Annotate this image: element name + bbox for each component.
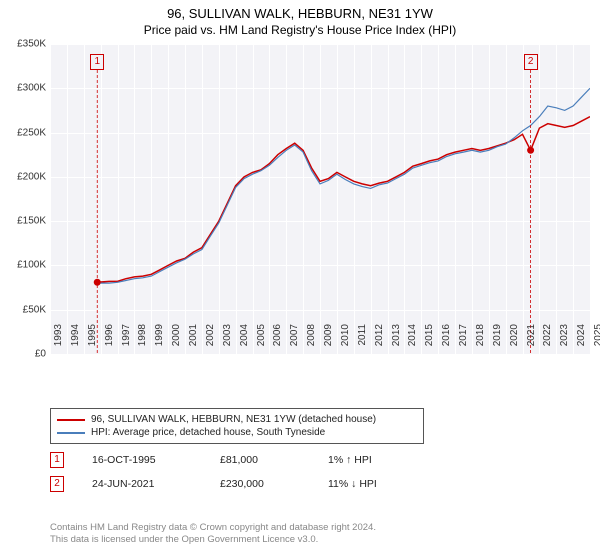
licence-text: Contains HM Land Registry data © Crown c… bbox=[50, 522, 376, 547]
y-axis-label: £350K bbox=[2, 39, 46, 50]
y-axis-label: £100K bbox=[2, 260, 46, 271]
marker-dot bbox=[527, 147, 534, 154]
marker-box: 2 bbox=[524, 54, 538, 70]
legend-area: 96, SULLIVAN WALK, HEBBURN, NE31 1YW (de… bbox=[50, 408, 590, 492]
x-axis-label: 2015 bbox=[424, 324, 435, 358]
x-axis-label: 2010 bbox=[340, 324, 351, 358]
x-axis-label: 2014 bbox=[407, 324, 418, 358]
x-axis-label: 2020 bbox=[509, 324, 520, 358]
x-axis-label: 2011 bbox=[357, 324, 368, 358]
sale-date: 16-OCT-1995 bbox=[92, 454, 192, 466]
series-line-hpi bbox=[97, 88, 590, 283]
y-axis-label: £0 bbox=[2, 349, 46, 360]
x-axis-label: 1996 bbox=[104, 324, 115, 358]
x-axis-label: 1995 bbox=[87, 324, 98, 358]
x-axis-label: 2004 bbox=[239, 324, 250, 358]
x-axis-label: 2006 bbox=[272, 324, 283, 358]
x-axis-label: 2003 bbox=[222, 324, 233, 358]
page-subtitle: Price paid vs. HM Land Registry's House … bbox=[0, 21, 600, 41]
x-axis-label: 2019 bbox=[492, 324, 503, 358]
x-axis-label: 2023 bbox=[559, 324, 570, 358]
chart-area: £0£50K£100K£150K£200K£250K£300K£350K 199… bbox=[0, 44, 600, 404]
x-axis-label: 1999 bbox=[154, 324, 165, 358]
grid-line-v bbox=[590, 44, 591, 354]
x-axis-label: 2005 bbox=[256, 324, 267, 358]
legend-label: 96, SULLIVAN WALK, HEBBURN, NE31 1YW (de… bbox=[91, 414, 376, 425]
y-axis-label: £150K bbox=[2, 216, 46, 227]
x-axis-label: 2016 bbox=[441, 324, 452, 358]
marker-dot bbox=[94, 279, 101, 286]
legend-swatch bbox=[57, 419, 85, 421]
x-axis-label: 2001 bbox=[188, 324, 199, 358]
series-line-price_paid bbox=[97, 117, 590, 283]
sale-row: 1 16-OCT-1995 £81,000 1% ↑ HPI bbox=[50, 452, 590, 468]
x-axis-label: 2017 bbox=[458, 324, 469, 358]
legend-row: 96, SULLIVAN WALK, HEBBURN, NE31 1YW (de… bbox=[57, 413, 417, 426]
marker-box: 1 bbox=[90, 54, 104, 70]
legend-swatch bbox=[57, 432, 85, 434]
x-axis-label: 2002 bbox=[205, 324, 216, 358]
x-axis-label: 2018 bbox=[475, 324, 486, 358]
sale-marker: 1 bbox=[50, 452, 64, 468]
x-axis-label: 2024 bbox=[576, 324, 587, 358]
x-axis-label: 2007 bbox=[289, 324, 300, 358]
x-axis-label: 2025 bbox=[593, 324, 600, 358]
sale-diff: 11% ↓ HPI bbox=[328, 478, 377, 490]
x-axis-label: 1993 bbox=[53, 324, 64, 358]
y-axis-label: £200K bbox=[2, 171, 46, 182]
legend-box: 96, SULLIVAN WALK, HEBBURN, NE31 1YW (de… bbox=[50, 408, 424, 444]
legend-row: HPI: Average price, detached house, Sout… bbox=[57, 426, 417, 439]
sale-price: £81,000 bbox=[220, 454, 300, 466]
y-axis-label: £300K bbox=[2, 83, 46, 94]
x-axis-label: 1998 bbox=[137, 324, 148, 358]
sale-row: 2 24-JUN-2021 £230,000 11% ↓ HPI bbox=[50, 476, 590, 492]
sale-price: £230,000 bbox=[220, 478, 300, 490]
y-axis-label: £50K bbox=[2, 304, 46, 315]
y-axis-label: £250K bbox=[2, 127, 46, 138]
licence-line-1: Contains HM Land Registry data © Crown c… bbox=[50, 522, 376, 534]
sale-diff: 1% ↑ HPI bbox=[328, 454, 372, 466]
legend-label: HPI: Average price, detached house, Sout… bbox=[91, 427, 325, 438]
x-axis-label: 1997 bbox=[121, 324, 132, 358]
x-axis-label: 2012 bbox=[374, 324, 385, 358]
x-axis-label: 2009 bbox=[323, 324, 334, 358]
x-axis-label: 2021 bbox=[526, 324, 537, 358]
x-axis-label: 2000 bbox=[171, 324, 182, 358]
page-title: 96, SULLIVAN WALK, HEBBURN, NE31 1YW bbox=[0, 0, 600, 21]
sale-marker: 2 bbox=[50, 476, 64, 492]
x-axis-label: 2022 bbox=[542, 324, 553, 358]
x-axis-label: 1994 bbox=[70, 324, 81, 358]
licence-line-2: This data is licensed under the Open Gov… bbox=[50, 534, 376, 546]
x-axis-label: 2008 bbox=[306, 324, 317, 358]
line-chart-svg bbox=[50, 44, 590, 354]
sale-date: 24-JUN-2021 bbox=[92, 478, 192, 490]
x-axis-label: 2013 bbox=[391, 324, 402, 358]
